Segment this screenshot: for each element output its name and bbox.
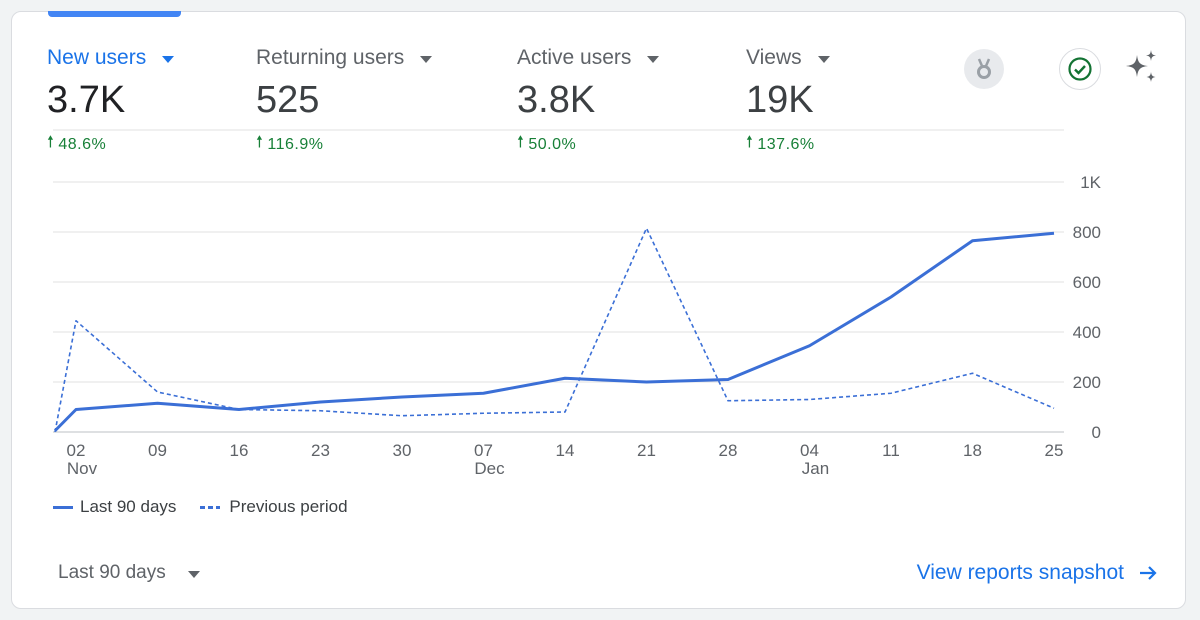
legend-item-last-90-days[interactable]: Last 90 days xyxy=(53,497,176,517)
y-tick-label: 600 xyxy=(1073,273,1101,292)
metric-label: Returning users xyxy=(256,46,405,69)
chart-legend: Last 90 days Previous period xyxy=(53,497,372,517)
arrow-up-icon: 🠕 xyxy=(746,134,754,151)
x-tick-label: 28 xyxy=(719,441,738,460)
dropdown-caret-icon[interactable] xyxy=(162,55,175,63)
analytics-card xyxy=(11,11,1186,609)
x-tick-label: 16 xyxy=(230,441,249,460)
date-range-label: Last 90 days xyxy=(58,562,166,583)
x-tick-label: 23 xyxy=(311,441,330,460)
metric-value: 3.8K xyxy=(517,79,596,121)
metric-tab-views[interactable]: Views 19K 🠕 137.6% xyxy=(746,46,830,158)
metric-change: 50.0% xyxy=(528,135,577,153)
arrow-up-icon: 🠕 xyxy=(517,134,525,151)
x-tick-label: 30 xyxy=(393,441,412,460)
snapshot-link-label: View reports snapshot xyxy=(916,561,1124,584)
arrow-up-icon: 🠕 xyxy=(47,134,55,151)
date-range-dropdown[interactable]: Last 90 days xyxy=(58,562,200,584)
metric-label: Active users xyxy=(517,46,632,69)
legend-item-previous-period[interactable]: Previous period xyxy=(200,497,348,517)
metric-tab-new-users[interactable]: New users 3.7K 🠕 48.6% xyxy=(47,46,175,158)
metric-label: Views xyxy=(746,46,802,69)
metric-value: 525 xyxy=(256,79,320,121)
chart-series xyxy=(53,227,1055,433)
y-tick-label: 800 xyxy=(1073,223,1101,242)
x-month-label: Nov xyxy=(67,459,98,478)
view-reports-snapshot-link[interactable]: View reports snapshot xyxy=(917,561,1158,585)
legend-dashed-line-icon xyxy=(200,505,221,509)
dropdown-caret-icon[interactable] xyxy=(420,55,433,63)
award-medal-icon[interactable] xyxy=(964,49,1004,89)
y-tick-label: 0 xyxy=(1092,423,1101,442)
series-line-last-90-days xyxy=(53,231,1055,432)
y-tick-label: 200 xyxy=(1073,373,1101,392)
arrow-up-icon: 🠕 xyxy=(256,134,264,151)
x-tick-label: 02 xyxy=(67,441,86,460)
x-tick-label: 07 xyxy=(474,441,493,460)
dropdown-caret-icon[interactable] xyxy=(647,55,660,63)
x-tick-label: 04 xyxy=(800,441,819,460)
y-axis-labels: 0 200 400 600 800 1K xyxy=(1073,173,1102,442)
x-tick-label: 21 xyxy=(637,441,656,460)
x-tick-label: 18 xyxy=(963,441,982,460)
x-month-label: Dec xyxy=(474,459,505,478)
x-tick-label: 25 xyxy=(1045,441,1064,460)
y-tick-label: 1K xyxy=(1080,173,1101,192)
metric-change: 116.9% xyxy=(267,135,324,153)
legend-label: Previous period xyxy=(229,497,348,516)
active-tab-indicator xyxy=(48,11,181,17)
arrow-right-icon xyxy=(1140,566,1157,580)
check-circle-icon[interactable] xyxy=(1059,48,1101,90)
metric-change: 137.6% xyxy=(757,135,815,153)
x-tick-label: 14 xyxy=(556,441,575,460)
metric-value: 19K xyxy=(746,79,814,121)
metric-tab-active-users[interactable]: Active users 3.8K 🠕 50.0% xyxy=(517,46,660,158)
metric-label: New users xyxy=(47,46,147,69)
metric-tab-returning-users[interactable]: Returning users 525 🠕 116.9% xyxy=(256,46,433,158)
x-tick-label: 09 xyxy=(148,441,167,460)
metric-change: 48.6% xyxy=(58,135,107,153)
x-tick-label: 11 xyxy=(882,441,900,460)
y-tick-label: 400 xyxy=(1073,323,1101,342)
series-line-previous-period xyxy=(54,227,1055,433)
metric-value: 3.7K xyxy=(47,79,126,121)
x-month-label: Jan xyxy=(802,459,829,478)
legend-solid-line-icon xyxy=(53,505,73,509)
chart-gridlines xyxy=(53,129,1064,433)
legend-label: Last 90 days xyxy=(80,497,177,516)
dropdown-caret-icon xyxy=(187,570,200,578)
sparkle-icon[interactable] xyxy=(1122,46,1162,86)
dropdown-caret-icon[interactable] xyxy=(817,55,830,63)
